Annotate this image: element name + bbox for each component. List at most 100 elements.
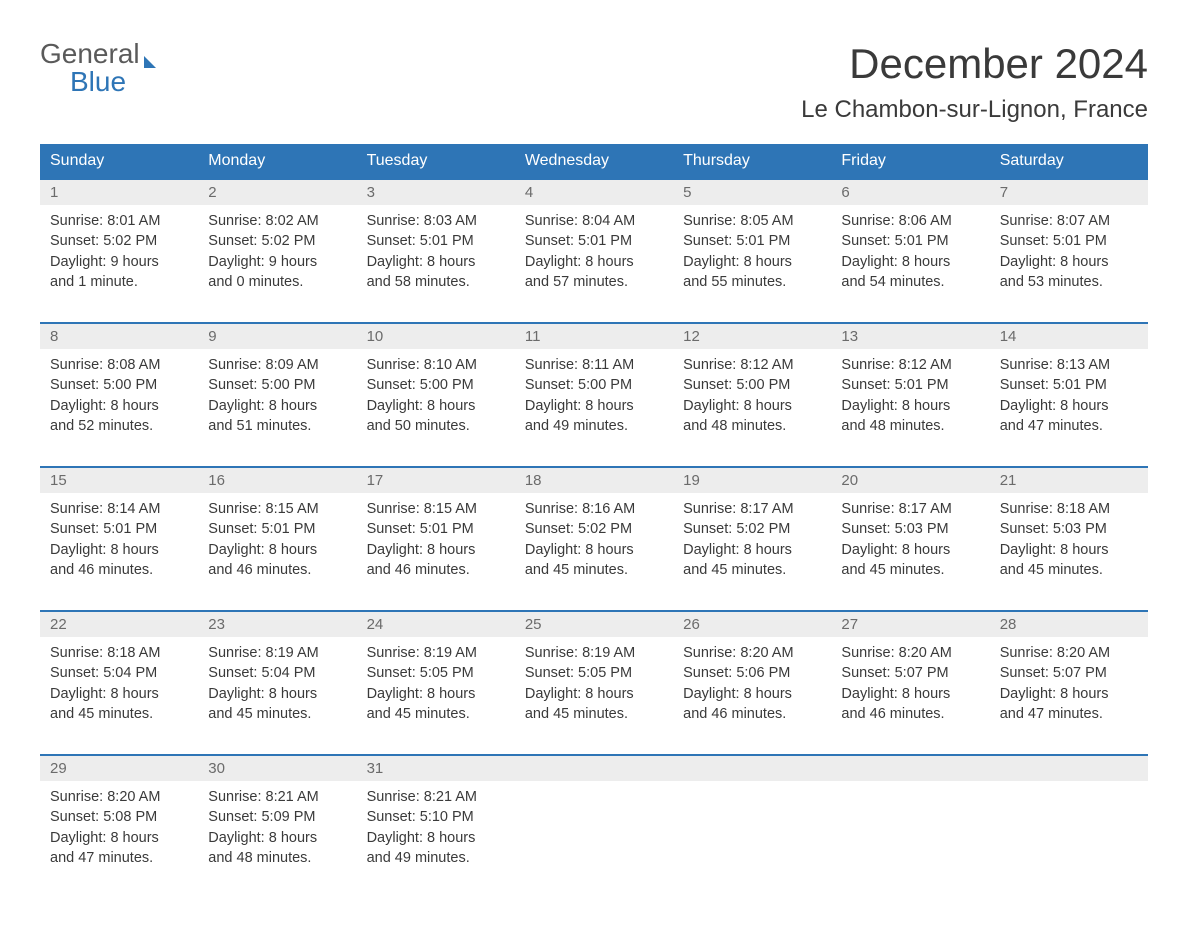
day-content: Sunrise: 8:21 AMSunset: 5:09 PMDaylight:… [198, 781, 356, 874]
day-number: 8 [40, 324, 198, 349]
sunrise-text: Sunrise: 8:03 AM [367, 211, 505, 231]
day-cell: 15Sunrise: 8:14 AMSunset: 5:01 PMDayligh… [40, 468, 198, 588]
sunrise-text: Sunrise: 8:02 AM [208, 211, 346, 231]
sunset-text: Sunset: 5:03 PM [841, 519, 979, 539]
sunset-text: Sunset: 5:00 PM [367, 375, 505, 395]
sunset-text: Sunset: 5:01 PM [50, 519, 188, 539]
daylight-text-line2: and 0 minutes. [208, 272, 346, 292]
daylight-text-line2: and 52 minutes. [50, 416, 188, 436]
day-content: Sunrise: 8:07 AMSunset: 5:01 PMDaylight:… [990, 205, 1148, 298]
day-number: 7 [990, 180, 1148, 205]
daylight-text-line2: and 55 minutes. [683, 272, 821, 292]
daylight-text-line2: and 49 minutes. [525, 416, 663, 436]
sunrise-text: Sunrise: 8:19 AM [367, 643, 505, 663]
weekday-header-cell: Wednesday [515, 144, 673, 178]
day-number: 31 [357, 756, 515, 781]
sunset-text: Sunset: 5:00 PM [525, 375, 663, 395]
sunrise-text: Sunrise: 8:20 AM [683, 643, 821, 663]
daylight-text-line1: Daylight: 8 hours [683, 396, 821, 416]
sunset-text: Sunset: 5:08 PM [50, 807, 188, 827]
sunset-text: Sunset: 5:02 PM [683, 519, 821, 539]
daylight-text-line1: Daylight: 8 hours [208, 540, 346, 560]
day-number: 24 [357, 612, 515, 637]
sunrise-text: Sunrise: 8:19 AM [208, 643, 346, 663]
daylight-text-line2: and 45 minutes. [525, 704, 663, 724]
day-content: Sunrise: 8:20 AMSunset: 5:06 PMDaylight:… [673, 637, 831, 730]
daylight-text-line2: and 48 minutes. [208, 848, 346, 868]
weekday-header-row: SundayMondayTuesdayWednesdayThursdayFrid… [40, 144, 1148, 178]
day-number: 22 [40, 612, 198, 637]
daylight-text-line2: and 45 minutes. [683, 560, 821, 580]
sunset-text: Sunset: 5:04 PM [208, 663, 346, 683]
day-content: Sunrise: 8:02 AMSunset: 5:02 PMDaylight:… [198, 205, 356, 298]
day-number: 5 [673, 180, 831, 205]
daylight-text-line2: and 46 minutes. [208, 560, 346, 580]
daylight-text-line1: Daylight: 8 hours [841, 540, 979, 560]
sunset-text: Sunset: 5:10 PM [367, 807, 505, 827]
sunset-text: Sunset: 5:07 PM [1000, 663, 1138, 683]
sunrise-text: Sunrise: 8:21 AM [367, 787, 505, 807]
logo-text-general: General [40, 40, 140, 68]
day-content: Sunrise: 8:17 AMSunset: 5:02 PMDaylight:… [673, 493, 831, 586]
daylight-text-line2: and 50 minutes. [367, 416, 505, 436]
daylight-text-line1: Daylight: 8 hours [683, 540, 821, 560]
day-number [990, 756, 1148, 781]
daylight-text-line1: Daylight: 8 hours [367, 540, 505, 560]
daylight-text-line1: Daylight: 8 hours [367, 828, 505, 848]
sunset-text: Sunset: 5:00 PM [683, 375, 821, 395]
day-number: 21 [990, 468, 1148, 493]
sunrise-text: Sunrise: 8:18 AM [50, 643, 188, 663]
day-content: Sunrise: 8:01 AMSunset: 5:02 PMDaylight:… [40, 205, 198, 298]
day-content: Sunrise: 8:20 AMSunset: 5:07 PMDaylight:… [990, 637, 1148, 730]
week-row: 22Sunrise: 8:18 AMSunset: 5:04 PMDayligh… [40, 610, 1148, 732]
day-cell: 18Sunrise: 8:16 AMSunset: 5:02 PMDayligh… [515, 468, 673, 588]
daylight-text-line2: and 45 minutes. [525, 560, 663, 580]
daylight-text-line1: Daylight: 8 hours [841, 396, 979, 416]
daylight-text-line2: and 46 minutes. [683, 704, 821, 724]
sunset-text: Sunset: 5:01 PM [525, 231, 663, 251]
day-content: Sunrise: 8:04 AMSunset: 5:01 PMDaylight:… [515, 205, 673, 298]
daylight-text-line2: and 47 minutes. [1000, 416, 1138, 436]
daylight-text-line2: and 48 minutes. [683, 416, 821, 436]
logo-text-blue: Blue [70, 68, 126, 96]
sunrise-text: Sunrise: 8:17 AM [841, 499, 979, 519]
sunrise-text: Sunrise: 8:16 AM [525, 499, 663, 519]
day-number: 29 [40, 756, 198, 781]
day-cell: 26Sunrise: 8:20 AMSunset: 5:06 PMDayligh… [673, 612, 831, 732]
day-cell: 27Sunrise: 8:20 AMSunset: 5:07 PMDayligh… [831, 612, 989, 732]
day-number: 11 [515, 324, 673, 349]
day-content: Sunrise: 8:12 AMSunset: 5:01 PMDaylight:… [831, 349, 989, 442]
sunset-text: Sunset: 5:06 PM [683, 663, 821, 683]
day-content: Sunrise: 8:17 AMSunset: 5:03 PMDaylight:… [831, 493, 989, 586]
sunset-text: Sunset: 5:04 PM [50, 663, 188, 683]
day-cell: 31 Sunrise: 8:21 AMSunset: 5:10 PMDayligh… [357, 756, 515, 876]
day-content: Sunrise: 8:03 AMSunset: 5:01 PMDaylight:… [357, 205, 515, 298]
day-cell: 24Sunrise: 8:19 AMSunset: 5:05 PMDayligh… [357, 612, 515, 732]
day-cell: 25Sunrise: 8:19 AMSunset: 5:05 PMDayligh… [515, 612, 673, 732]
day-content: Sunrise: 8:20 AMSunset: 5:08 PMDaylight:… [40, 781, 198, 874]
sunrise-text: Sunrise: 8:21 AM [208, 787, 346, 807]
sunrise-text: Sunrise: 8:15 AM [208, 499, 346, 519]
day-content: Sunrise: 8:13 AMSunset: 5:01 PMDaylight:… [990, 349, 1148, 442]
day-content: Sunrise: 8:08 AMSunset: 5:00 PMDaylight:… [40, 349, 198, 442]
weekday-header-cell: Saturday [990, 144, 1148, 178]
sunrise-text: Sunrise: 8:05 AM [683, 211, 821, 231]
day-cell [673, 756, 831, 876]
day-number: 23 [198, 612, 356, 637]
day-content: Sunrise: 8:18 AMSunset: 5:03 PMDaylight:… [990, 493, 1148, 586]
day-cell: 8Sunrise: 8:08 AMSunset: 5:00 PMDaylight… [40, 324, 198, 444]
logo: General Blue [40, 40, 156, 96]
week-row: 8Sunrise: 8:08 AMSunset: 5:00 PMDaylight… [40, 322, 1148, 444]
daylight-text-line2: and 46 minutes. [50, 560, 188, 580]
day-number: 27 [831, 612, 989, 637]
daylight-text-line2: and 46 minutes. [367, 560, 505, 580]
day-cell: 4Sunrise: 8:04 AMSunset: 5:01 PMDaylight… [515, 180, 673, 300]
day-number: 17 [357, 468, 515, 493]
sunrise-text: Sunrise: 8:20 AM [50, 787, 188, 807]
daylight-text-line2: and 47 minutes. [1000, 704, 1138, 724]
title-section: December 2024 Le Chambon-sur-Lignon, Fra… [801, 40, 1148, 124]
day-number: 1 [40, 180, 198, 205]
sunrise-text: Sunrise: 8:11 AM [525, 355, 663, 375]
day-cell: 3Sunrise: 8:03 AMSunset: 5:01 PMDaylight… [357, 180, 515, 300]
day-content: Sunrise: 8:10 AMSunset: 5:00 PMDaylight:… [357, 349, 515, 442]
